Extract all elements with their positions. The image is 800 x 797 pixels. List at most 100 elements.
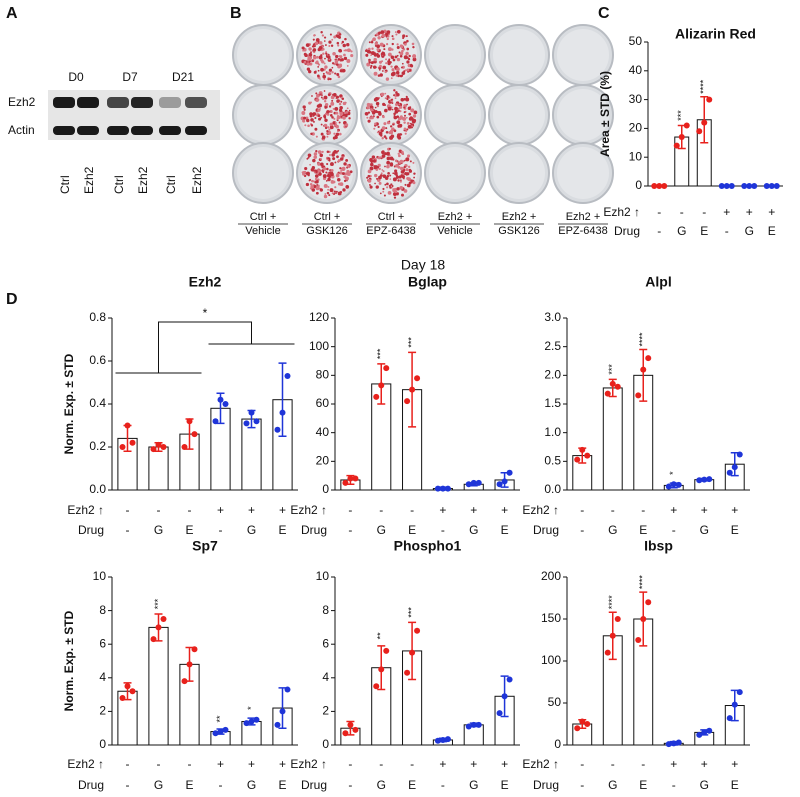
stain-spot	[336, 34, 340, 39]
stain-spot	[335, 63, 339, 66]
data-point	[574, 456, 581, 463]
lane-label: Ezh2	[136, 166, 150, 194]
stain-spot	[303, 174, 307, 178]
stain-spot	[400, 133, 403, 136]
stain-spot	[412, 54, 417, 59]
data-point	[248, 409, 255, 416]
category-label: +	[701, 503, 708, 517]
category-label: -	[702, 205, 706, 219]
category-label: -	[680, 205, 684, 219]
significance-label: **	[215, 715, 225, 723]
stain-spot	[336, 155, 339, 159]
stain-spot	[412, 114, 417, 118]
stain-spot	[321, 60, 325, 64]
stain-spot	[404, 171, 408, 176]
y-tick-label: 3.0	[544, 310, 561, 324]
data-point	[614, 616, 621, 622]
data-point	[347, 721, 354, 728]
stain-spot	[385, 77, 390, 81]
data-point	[347, 475, 354, 482]
stain-spot	[327, 177, 331, 182]
category-label: E	[185, 523, 193, 537]
blot-band	[185, 126, 207, 135]
stain-spot	[389, 174, 392, 177]
stain-spot	[397, 133, 401, 137]
stain-spot	[383, 48, 386, 51]
stain-spot	[381, 169, 384, 171]
stain-spot	[376, 97, 379, 101]
data-point	[728, 183, 735, 189]
y-tick-label: 8	[99, 603, 106, 617]
stain-spot	[321, 150, 324, 154]
well-inner	[429, 29, 481, 81]
stain-spot	[318, 41, 323, 45]
blot-band	[131, 97, 153, 108]
stain-spot	[323, 194, 328, 199]
stain-spot	[317, 74, 320, 78]
category-label: -	[348, 778, 352, 792]
stain-spot	[335, 111, 339, 115]
category-row-label: Drug	[301, 523, 327, 537]
stain-spot	[343, 56, 348, 61]
y-tick-label: 6	[99, 636, 106, 650]
category-label: -	[672, 523, 676, 537]
category-row-label: Drug	[78, 523, 104, 537]
stain-spot	[329, 33, 332, 36]
stain-spot	[393, 115, 398, 120]
stain-spot	[394, 106, 398, 111]
stain-spot	[331, 192, 334, 195]
stain-spot	[329, 114, 333, 117]
stain-spot	[331, 62, 335, 65]
stain-spot	[310, 101, 312, 104]
category-label: -	[188, 503, 192, 517]
category-label: G	[608, 523, 617, 537]
stain-spot	[323, 183, 328, 188]
data-point	[212, 418, 219, 425]
stain-spot	[396, 187, 400, 191]
data-point	[383, 647, 390, 654]
data-point	[506, 469, 513, 476]
stain-spot	[374, 109, 378, 114]
stain-spot	[339, 182, 344, 187]
stain-spot	[369, 166, 374, 171]
stain-spot	[366, 176, 369, 179]
stain-spot	[409, 160, 412, 163]
stain-spot	[330, 162, 334, 167]
stain-spot	[313, 120, 315, 123]
blot-band	[53, 126, 75, 135]
category-label: +	[723, 205, 730, 219]
category-label: G	[377, 778, 386, 792]
category-label: +	[731, 757, 738, 771]
stain-spot	[331, 153, 335, 157]
stain-spot	[303, 52, 307, 56]
stain-spot	[383, 135, 387, 138]
stain-spot	[384, 103, 387, 106]
stain-spot	[329, 109, 333, 114]
stain-spot	[319, 78, 321, 80]
stain-spot	[396, 29, 401, 34]
data-point	[160, 616, 167, 622]
stain-spot	[339, 69, 343, 73]
stain-spot	[348, 117, 351, 120]
data-point	[222, 401, 229, 407]
stain-spot	[310, 168, 315, 172]
stain-spot	[374, 44, 377, 47]
y-tick-label: 150	[541, 611, 561, 625]
stain-spot	[340, 115, 343, 118]
stain-spot	[398, 103, 401, 106]
stain-spot	[326, 173, 331, 178]
stain-spot	[381, 137, 384, 140]
stain-spot	[334, 59, 339, 64]
category-label: +	[501, 757, 508, 771]
significance-label: ****	[699, 79, 709, 94]
data-point	[181, 444, 188, 450]
stain-spot	[413, 176, 416, 179]
stain-spot	[399, 166, 404, 171]
stain-spot	[379, 156, 382, 159]
panel-label: C	[598, 5, 610, 22]
data-point	[129, 439, 136, 446]
stain-spot	[340, 100, 343, 103]
stain-spot	[412, 181, 416, 185]
stain-spot	[334, 121, 337, 124]
stain-spot	[397, 135, 402, 140]
